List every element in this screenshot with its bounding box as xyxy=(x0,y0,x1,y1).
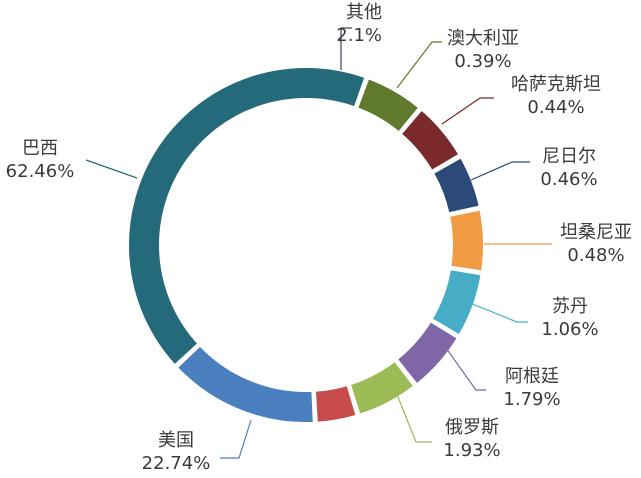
leader-line-8 xyxy=(395,391,432,443)
slice-label-3: 哈萨克斯坦 xyxy=(511,74,601,95)
slice-4 xyxy=(431,155,481,215)
slice-7 xyxy=(395,319,460,386)
slice-label-8: 俄罗斯 xyxy=(445,417,499,438)
slice-9 xyxy=(313,383,358,424)
slice-label-5: 坦桑尼亚 xyxy=(560,222,632,243)
leader-line-11 xyxy=(85,159,138,179)
slice-2 xyxy=(355,76,421,134)
leader-line-1 xyxy=(340,27,352,70)
slice-5 xyxy=(447,208,485,273)
slice-10 xyxy=(175,344,315,424)
slice-value-1: 2.1% xyxy=(336,25,382,46)
slice-value-11: 62.46% xyxy=(6,161,75,182)
slice-value-6: 1.06% xyxy=(541,319,598,340)
slice-value-7: 1.79% xyxy=(503,389,560,410)
slice-value-4: 0.46% xyxy=(540,169,597,190)
slice-label-4: 尼日尔 xyxy=(542,146,596,167)
leader-line-2 xyxy=(396,41,442,89)
slice-label-10: 美国 xyxy=(158,430,194,451)
leader-line-4 xyxy=(470,161,530,181)
slice-11 xyxy=(127,66,367,367)
slice-value-2: 0.39% xyxy=(454,51,511,72)
leader-line-3 xyxy=(441,97,494,125)
slice-value-10: 22.74% xyxy=(142,453,211,474)
leader-lines xyxy=(85,27,552,459)
slice-8 xyxy=(348,359,416,417)
leader-line-10 xyxy=(220,419,252,459)
slice-label-1: 其他 xyxy=(346,2,382,23)
slice-label-6: 苏丹 xyxy=(552,296,588,317)
slice-label-7: 阿根廷 xyxy=(505,366,559,387)
slice-label-11: 巴西 xyxy=(22,138,58,159)
donut-slices xyxy=(127,65,485,424)
leader-line-6 xyxy=(469,302,528,323)
slice-label-2: 澳大利亚 xyxy=(447,28,519,49)
slice-3 xyxy=(399,108,461,173)
slice-value-8: 1.93% xyxy=(443,440,500,461)
slice-value-3: 0.44% xyxy=(527,97,584,118)
slice-value-5: 0.48% xyxy=(567,245,624,266)
leader-line-7 xyxy=(445,347,486,391)
slice-6 xyxy=(430,267,483,337)
